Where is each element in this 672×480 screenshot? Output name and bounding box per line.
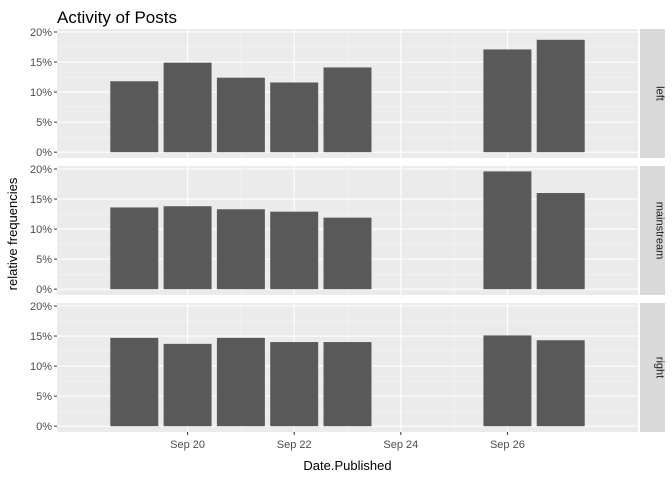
bar-mainstream-sep-22 (270, 211, 319, 290)
bar-left-sep-27 (536, 39, 585, 153)
x-tick-label: Sep 24 (383, 439, 418, 451)
bar-left-sep-26 (483, 49, 532, 153)
bar-mainstream-sep-23 (323, 217, 372, 290)
facet-strip-label: mainstream (654, 202, 666, 259)
bar-mainstream-sep-20 (163, 206, 212, 290)
y-tick-label: 10% (30, 87, 52, 99)
bar-right-sep-27 (536, 340, 585, 427)
bar-mainstream-sep-27 (536, 193, 585, 290)
bar-right-sep-21 (216, 337, 265, 427)
y-tick-label: 0% (36, 421, 52, 433)
facet-panel-right: 0% 5% 10% 15% 20% right (30, 301, 666, 433)
bar-mainstream-sep-19 (110, 207, 159, 290)
facet-strip (640, 166, 665, 295)
y-tick-label: 20% (30, 301, 52, 313)
bar-right-sep-26 (483, 335, 532, 427)
facet-strip (640, 29, 665, 158)
y-tick-label: 10% (30, 224, 52, 236)
y-tick-label: 15% (30, 194, 52, 206)
y-tick-label: 5% (36, 391, 52, 403)
y-tick-label: 5% (36, 117, 52, 129)
y-axis-title: relative frequencies (5, 177, 20, 290)
facet-strip-label: left (654, 86, 666, 101)
bar-right-sep-20 (163, 343, 212, 427)
bar-right-sep-23 (323, 342, 372, 427)
facet-panel-mainstream: 0% 5% 10% 15% 20% mainstream (30, 164, 666, 296)
y-tick-label: 20% (30, 27, 52, 39)
y-tick-label: 0% (36, 147, 52, 159)
y-tick-label: 15% (30, 331, 52, 343)
x-tick-label: Sep 22 (277, 439, 312, 451)
bar-left-sep-20 (163, 62, 212, 153)
y-tick-label: 10% (30, 361, 52, 373)
y-tick-label: 20% (30, 164, 52, 176)
facet-panel-left: 0% 5% 10% 15% 20% left (30, 27, 666, 159)
x-axis-title: Date.Published (303, 458, 391, 473)
x-tick-label: Sep 26 (490, 439, 525, 451)
facet-panels: 0% 5% 10% 15% 20% left 0% 5% 10% 15% 20% mainstream… (30, 27, 666, 433)
x-tick-label: Sep 20 (170, 439, 205, 451)
bar-mainstream-sep-26 (483, 171, 532, 290)
bar-left-sep-21 (216, 77, 265, 153)
facet-strip (640, 303, 665, 432)
bar-right-sep-22 (270, 342, 319, 427)
y-tick-label: 5% (36, 254, 52, 266)
bar-left-sep-23 (323, 67, 372, 153)
bar-left-sep-22 (270, 82, 319, 153)
bar-mainstream-sep-21 (216, 209, 265, 290)
bar-left-sep-19 (110, 81, 159, 153)
bar-right-sep-19 (110, 337, 159, 427)
facet-strip-label: right (654, 357, 666, 378)
x-axis: Sep 20 Sep 22 Sep 24 Sep 26 (170, 432, 525, 451)
y-tick-label: 0% (36, 284, 52, 296)
y-tick-label: 15% (30, 57, 52, 69)
chart-title: Activity of Posts (57, 8, 177, 27)
